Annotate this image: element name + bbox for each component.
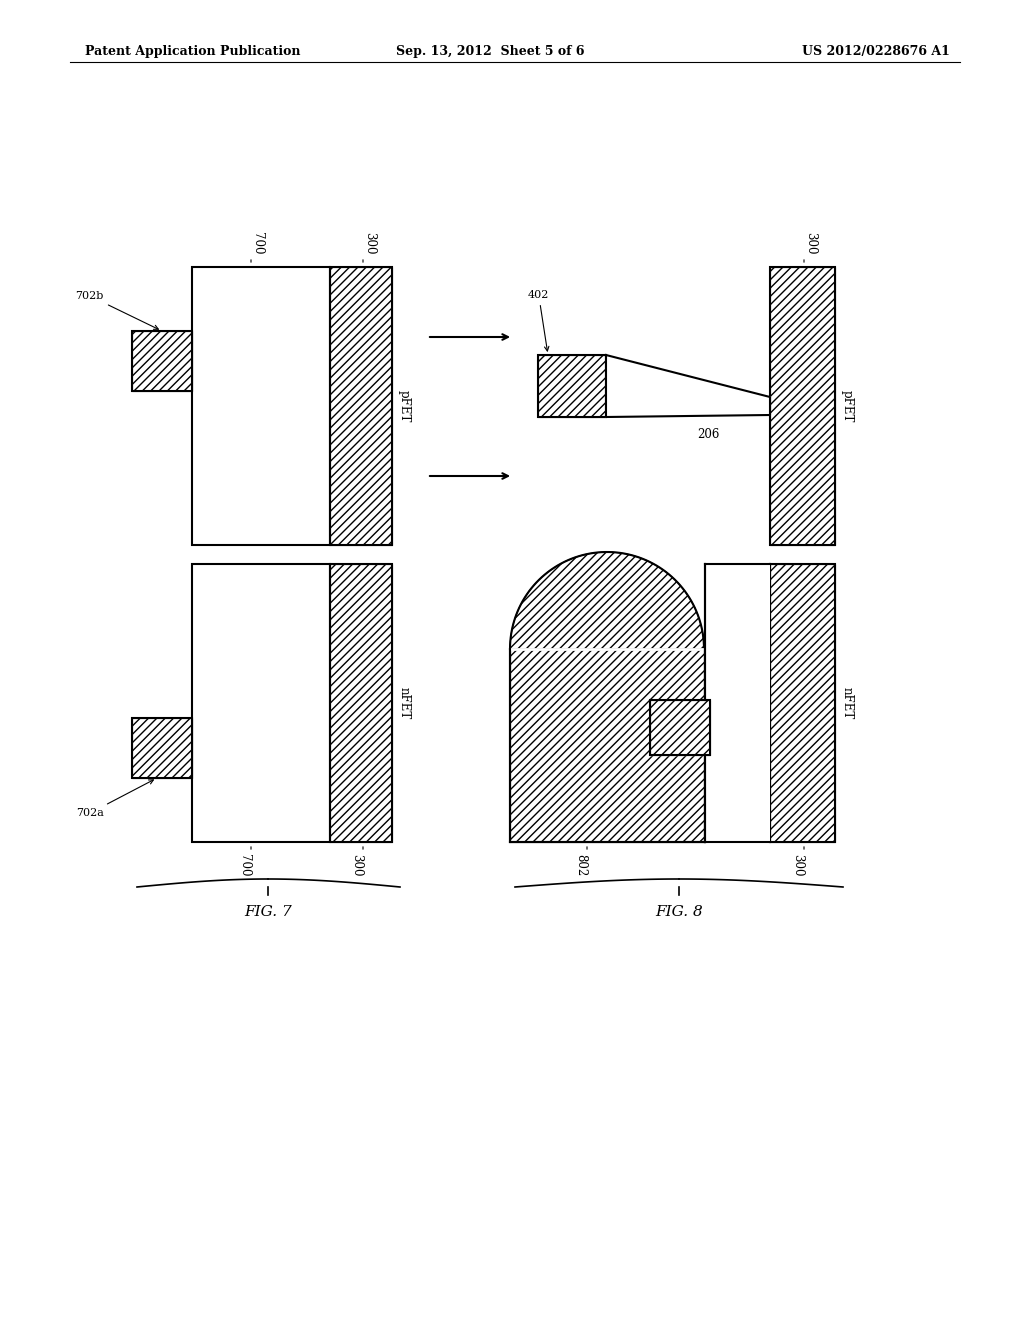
Polygon shape: [650, 700, 715, 755]
Text: 300: 300: [791, 854, 804, 876]
Text: 802: 802: [574, 854, 587, 876]
Text: 206: 206: [696, 428, 719, 441]
Bar: [770, 267, 835, 545]
Text: 700: 700: [238, 854, 251, 876]
Text: FIG. 7: FIG. 7: [244, 906, 292, 919]
Bar: [330, 267, 392, 545]
Text: FIG. 8: FIG. 8: [655, 906, 702, 919]
Bar: [650, 700, 710, 755]
Bar: [538, 355, 606, 417]
Text: 700: 700: [251, 232, 264, 255]
Bar: [510, 649, 705, 842]
Text: pFET: pFET: [841, 389, 854, 422]
Text: 300: 300: [362, 232, 376, 255]
Text: nFET: nFET: [841, 686, 854, 719]
Text: nFET: nFET: [398, 686, 411, 719]
Polygon shape: [510, 552, 705, 649]
Text: Patent Application Publication: Patent Application Publication: [85, 45, 300, 58]
Polygon shape: [606, 355, 770, 417]
Bar: [330, 267, 392, 545]
Bar: [193, 564, 330, 842]
Bar: [330, 564, 392, 842]
Text: 402: 402: [528, 290, 549, 351]
Bar: [770, 564, 835, 842]
Bar: [132, 718, 193, 777]
Bar: [538, 355, 606, 417]
Text: 402: 402: [718, 678, 769, 725]
Text: Sep. 13, 2012  Sheet 5 of 6: Sep. 13, 2012 Sheet 5 of 6: [395, 45, 585, 58]
Text: pFET: pFET: [398, 389, 411, 422]
Bar: [132, 718, 193, 777]
Text: US 2012/0228676 A1: US 2012/0228676 A1: [802, 45, 950, 58]
Text: 702b: 702b: [76, 290, 159, 329]
Bar: [193, 267, 330, 545]
Text: 702a: 702a: [76, 780, 154, 818]
Bar: [705, 564, 770, 842]
Bar: [330, 564, 392, 842]
Text: 300: 300: [350, 854, 362, 876]
Bar: [132, 331, 193, 391]
Bar: [132, 331, 193, 391]
Bar: [770, 267, 835, 545]
Bar: [510, 649, 705, 842]
Text: 300: 300: [804, 232, 817, 255]
Bar: [650, 700, 710, 755]
Bar: [770, 564, 835, 842]
